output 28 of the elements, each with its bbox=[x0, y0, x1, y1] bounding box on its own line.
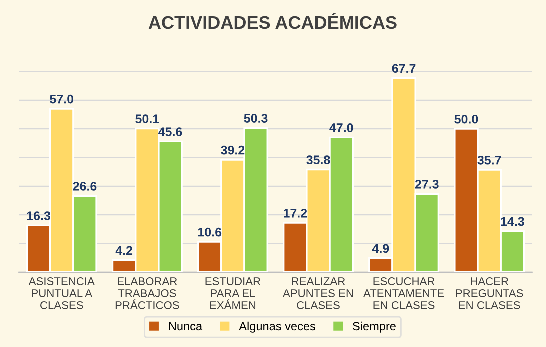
data-label: 27.3 bbox=[415, 180, 439, 189]
x-tick-label: ESTUDIAR PARA EL EXÁMEN bbox=[206, 278, 261, 310]
data-label: 26.6 bbox=[73, 182, 97, 191]
data-label: 50.1 bbox=[136, 114, 160, 124]
data-label: 67.7 bbox=[392, 64, 416, 74]
x-tick-label: HACER PREGUNTAS EN CLASES bbox=[456, 278, 524, 310]
data-label: 57.0 bbox=[50, 94, 74, 104]
x-tick-label: ASISTENCIA PUNTUAL A CLASES bbox=[28, 278, 95, 310]
legend-label: Nunca bbox=[169, 322, 203, 331]
legend-label: Algunas veces bbox=[239, 322, 316, 333]
data-label: 50.0 bbox=[454, 114, 478, 124]
data-label: 45.6 bbox=[158, 128, 182, 136]
data-label: 4.2 bbox=[116, 246, 133, 255]
x-tick-label: REALIZAR APUNTES EN CLASES bbox=[283, 278, 354, 310]
legend-label: Siempre bbox=[353, 322, 396, 333]
data-label: 50.3 bbox=[244, 114, 268, 123]
data-label: 4.9 bbox=[372, 244, 390, 254]
data-label: 10.6 bbox=[198, 228, 222, 237]
data-label: 17.2 bbox=[284, 208, 308, 218]
chart-title: ACTIVIDADES ACADÉMICAS bbox=[148, 12, 397, 30]
data-label: 35.7 bbox=[478, 156, 502, 165]
x-tick-label: ELABORAR TRABAJOS PRÁCTICOS bbox=[116, 278, 180, 310]
data-label: 39.2 bbox=[221, 146, 245, 155]
data-label: 35.8 bbox=[306, 156, 330, 165]
x-tick-label: ESCUCHAR ATENTAMENTE EN CLASES bbox=[364, 278, 444, 310]
data-label: 16.3 bbox=[27, 212, 50, 220]
data-label: 47.0 bbox=[330, 124, 354, 132]
data-label: 14.3 bbox=[501, 217, 524, 226]
